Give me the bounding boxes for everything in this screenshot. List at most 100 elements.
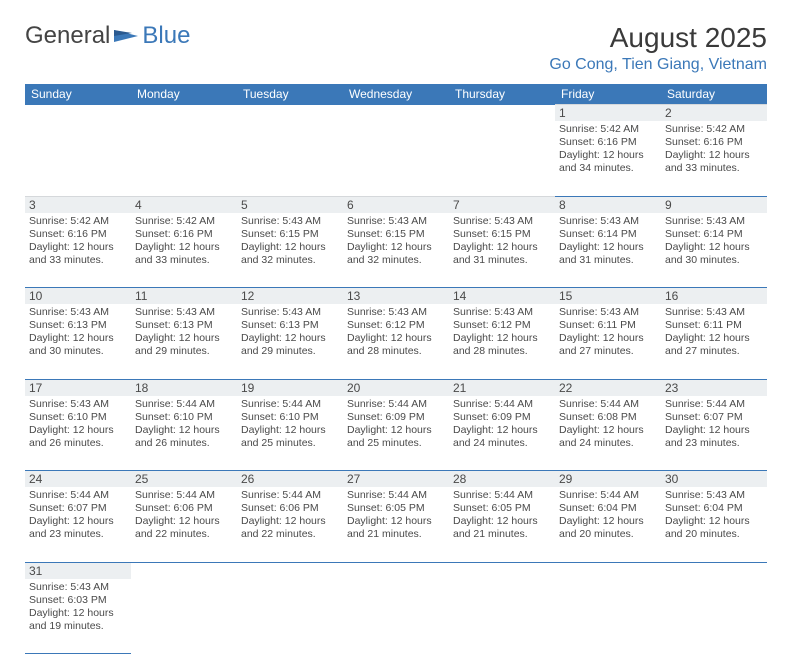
day-cell: Sunrise: 5:44 AMSunset: 6:08 PMDaylight:…	[555, 396, 661, 471]
week-row: Sunrise: 5:43 AM Sunset: 6:10 PM Daylight:…	[25, 396, 767, 471]
day-cell: Sunrise: 5:44 AMSunset: 6:09 PMDaylight:…	[449, 396, 555, 471]
sunrise-line: Sunrise: 5:43 AM	[347, 306, 445, 319]
day-number: 8	[555, 196, 661, 213]
daylight-line: Daylight: 12 hours and 33 minutes.	[29, 241, 127, 267]
sunrise-line: Sunrise: 5:43 AM	[347, 215, 445, 228]
sunrise-line: Sunrise: 5:42 AM	[559, 123, 657, 136]
empty-cell	[555, 562, 661, 579]
calendar-table: SundayMondayTuesdayWednesdayThursdayFrid…	[25, 84, 767, 654]
daynum-row: 12	[25, 105, 767, 122]
sunset-line: Sunset: 6:15 PM	[347, 228, 445, 241]
day-number: 20	[343, 379, 449, 396]
day-header: Tuesday	[237, 84, 343, 105]
day-number: 31	[25, 562, 131, 579]
day-cell: Sunrise: 5:44 AMSunset: 6:06 PMDaylight:…	[237, 487, 343, 562]
sunset-line: Sunset: 6:11 PM	[665, 319, 763, 332]
sunrise-line: Sunrise: 5:44 AM	[453, 489, 551, 502]
day-cell: Sunrise: 5:43 AMSunset: 6:15 PMDaylight:…	[449, 213, 555, 288]
day-number: 11	[131, 288, 237, 305]
day-number: 6	[343, 196, 449, 213]
day-number: 7	[449, 196, 555, 213]
day-cell: Sunrise: 5:43 AMSunset: 6:12 PMDaylight:…	[343, 304, 449, 379]
day-number: 1	[555, 105, 661, 122]
day-number: 21	[449, 379, 555, 396]
day-cell: Sunrise: 5:43 AMSunset: 6:11 PMDaylight:…	[555, 304, 661, 379]
sunrise-line: Sunrise: 5:43 AM	[29, 398, 127, 411]
empty-cell	[131, 121, 237, 196]
daylight-line: Daylight: 12 hours and 34 minutes.	[559, 149, 657, 175]
logo-text-1: General	[25, 22, 110, 50]
empty-cell	[237, 579, 343, 654]
daylight-line: Daylight: 12 hours and 32 minutes.	[241, 241, 339, 267]
sunset-line: Sunset: 6:05 PM	[453, 502, 551, 515]
day-cell: Sunrise: 5:44 AMSunset: 6:05 PMDaylight:…	[449, 487, 555, 562]
sunset-line: Sunset: 6:16 PM	[559, 136, 657, 149]
daylight-line: Daylight: 12 hours and 33 minutes.	[665, 149, 763, 175]
sunset-line: Sunset: 6:06 PM	[241, 502, 339, 515]
sunrise-line: Sunrise: 5:43 AM	[241, 306, 339, 319]
sunrise-line: Sunrise: 5:42 AM	[665, 123, 763, 136]
sunrise-line: Sunrise: 5:43 AM	[135, 306, 233, 319]
day-number: 17	[25, 379, 131, 396]
day-cell: Sunrise: 5:43 AMSunset: 6:03 PMDaylight:…	[25, 579, 131, 654]
day-number: 9	[661, 196, 767, 213]
sunrise-line: Sunrise: 5:44 AM	[559, 398, 657, 411]
sunset-line: Sunset: 6:13 PM	[29, 319, 127, 332]
sunrise-line: Sunrise: 5:43 AM	[559, 306, 657, 319]
sunset-line: Sunset: 6:05 PM	[347, 502, 445, 515]
sunrise-line: Sunrise: 5:44 AM	[347, 489, 445, 502]
empty-cell	[237, 105, 343, 122]
day-cell: Sunrise: 5:43 AMSunset: 6:13 PMDaylight:…	[237, 304, 343, 379]
sunrise-line: Sunrise: 5:44 AM	[241, 489, 339, 502]
day-number: 4	[131, 196, 237, 213]
sunrise-line: Sunrise: 5:44 AM	[453, 398, 551, 411]
daylight-line: Daylight: 12 hours and 19 minutes.	[29, 607, 127, 633]
day-number: 24	[25, 471, 131, 488]
sunrise-line: Sunrise: 5:43 AM	[29, 306, 127, 319]
empty-cell	[237, 562, 343, 579]
sunrise-line: Sunrise: 5:44 AM	[241, 398, 339, 411]
daynum-row: 10111213141516	[25, 288, 767, 305]
day-header: Monday	[131, 84, 237, 105]
sunset-line: Sunset: 6:10 PM	[241, 411, 339, 424]
daylight-line: Daylight: 12 hours and 33 minutes.	[135, 241, 233, 267]
daylight-line: Daylight: 12 hours and 31 minutes.	[559, 241, 657, 267]
day-number: 29	[555, 471, 661, 488]
daynum-row: 17181920212223	[25, 379, 767, 396]
day-cell: Sunrise: 5:42 AMSunset: 6:16 PMDaylight:…	[555, 121, 661, 196]
day-number: 22	[555, 379, 661, 396]
daylight-line: Daylight: 12 hours and 24 minutes.	[453, 424, 551, 450]
sunset-line: Sunset: 6:04 PM	[665, 502, 763, 515]
daylight-line: Daylight: 12 hours and 27 minutes.	[665, 332, 763, 358]
day-number: 18	[131, 379, 237, 396]
sunset-line: Sunset: 6:12 PM	[347, 319, 445, 332]
day-cell: Sunrise: 5:43 AMSunset: 6:13 PMDaylight:…	[25, 304, 131, 379]
sunset-line: Sunset: 6:08 PM	[559, 411, 657, 424]
empty-cell	[449, 562, 555, 579]
calendar-body: 12Sunrise: 5:42 AMSunset: 6:16 PMDayligh…	[25, 105, 767, 654]
day-header: Saturday	[661, 84, 767, 105]
day-number: 10	[25, 288, 131, 305]
daylight-line: Daylight: 12 hours and 32 minutes.	[347, 241, 445, 267]
sunset-line: Sunset: 6:07 PM	[665, 411, 763, 424]
daylight-line: Daylight: 12 hours and 23 minutes.	[665, 424, 763, 450]
day-cell: Sunrise: 5:43 AMSunset: 6:04 PMDaylight:…	[661, 487, 767, 562]
logo-text-2: Blue	[142, 22, 190, 50]
sunset-line: Sunset: 6:16 PM	[29, 228, 127, 241]
header: General Blue August 2025 Go Cong, Tien G…	[25, 22, 767, 74]
day-number: 3	[25, 196, 131, 213]
sunset-line: Sunset: 6:09 PM	[453, 411, 551, 424]
day-number: 25	[131, 471, 237, 488]
day-cell: Sunrise: 5:44 AMSunset: 6:04 PMDaylight:…	[555, 487, 661, 562]
empty-cell	[343, 105, 449, 122]
week-row: Sunrise: 5:43 AMSunset: 6:13 PMDaylight:…	[25, 304, 767, 379]
empty-cell	[449, 121, 555, 196]
sunrise-line: Sunrise: 5:42 AM	[135, 215, 233, 228]
sunrise-line: Sunrise: 5:43 AM	[29, 581, 127, 594]
sunrise-line: Sunrise: 5:42 AM	[29, 215, 127, 228]
day-cell: Sunrise: 5:44 AMSunset: 6:10 PMDaylight:…	[131, 396, 237, 471]
day-cell: Sunrise: 5:44 AMSunset: 6:06 PMDaylight:…	[131, 487, 237, 562]
sunrise-line: Sunrise: 5:44 AM	[29, 489, 127, 502]
daylight-line: Daylight: 12 hours and 30 minutes.	[29, 332, 127, 358]
day-cell: Sunrise: 5:43 AMSunset: 6:11 PMDaylight:…	[661, 304, 767, 379]
